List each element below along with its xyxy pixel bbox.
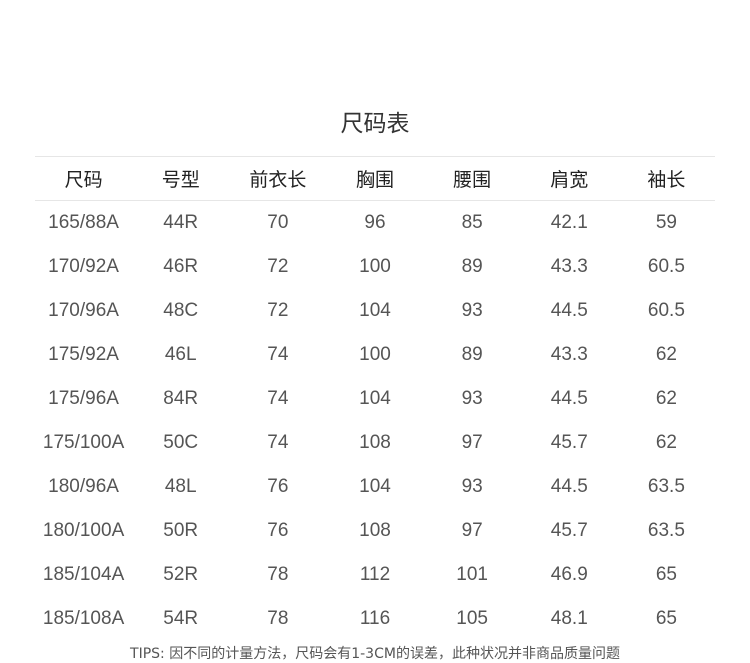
table-cell: 46.9: [550, 564, 588, 585]
table-cell: 185/108A: [42, 608, 125, 629]
table-cell: 48.1: [550, 608, 588, 629]
table-cell: 93: [461, 388, 483, 409]
table-cell: 50R: [163, 520, 199, 541]
column-header: 肩宽: [520, 156, 618, 201]
table-cell: 43.3: [550, 344, 588, 365]
table-cell: 48L: [164, 476, 197, 497]
table-row: 175/92A 46L 74 100 89 43.3 62: [35, 333, 715, 377]
table-row: 170/92A 46R 72 100 89 43.3 60.5: [35, 245, 715, 289]
table-cell: 78: [267, 608, 289, 629]
table-cell: 93: [461, 476, 483, 497]
table-row: 180/100A 50R 76 108 97 45.7 63.5: [35, 509, 715, 553]
table-row: 165/88A 44R 70 96 85 42.1 59: [35, 201, 715, 246]
table-cell: 93: [461, 300, 483, 321]
table-cell: 62: [655, 432, 677, 453]
table-cell: 170/92A: [48, 256, 119, 277]
table-cell: 108: [359, 432, 391, 453]
table-cell: 44R: [163, 212, 199, 233]
table-cell: 180/100A: [42, 520, 125, 541]
table-cell: 89: [461, 256, 483, 277]
table-cell: 180/96A: [48, 476, 119, 497]
table-cell: 104: [359, 388, 391, 409]
table-cell: 63.5: [647, 520, 685, 541]
column-header: 尺码: [35, 156, 133, 201]
table-body: 165/88A 44R 70 96 85 42.1 59 170/92A 46R 72 100 89 4…: [35, 201, 715, 642]
table-cell: 97: [461, 520, 483, 541]
table-cell: 101: [456, 564, 488, 585]
table-row: 175/100A 50C 74 108 97 45.7 62: [35, 421, 715, 465]
table-cell: 96: [364, 212, 386, 233]
table-cell: 100: [359, 256, 391, 277]
table-cell: 65: [655, 608, 677, 629]
table-cell: 74: [267, 432, 289, 453]
table-cell: 54R: [163, 608, 199, 629]
table-cell: 45.7: [550, 520, 588, 541]
table-cell: 175/96A: [48, 388, 119, 409]
table-cell: 112: [359, 564, 391, 585]
size-table: 尺码 号型 前衣长 胸围 腰围 肩宽 袖长 165/88A 44R 70 96 85 42.1 59 17…: [35, 156, 715, 641]
column-header: 胸围: [326, 156, 424, 201]
table-cell: 50C: [163, 432, 199, 453]
table-cell: 70: [267, 212, 289, 233]
table-cell: 43.3: [550, 256, 588, 277]
table-cell: 45.7: [550, 432, 588, 453]
table-cell: 62: [655, 388, 677, 409]
column-header: 袖长: [617, 156, 715, 201]
table-cell: 85: [461, 212, 483, 233]
table-cell: 100: [359, 344, 391, 365]
table-cell: 44.5: [550, 476, 588, 497]
table-row: 185/104A 52R 78 112 101 46.9 65: [35, 553, 715, 597]
table-cell: 74: [267, 388, 289, 409]
table-cell: 74: [267, 344, 289, 365]
table-cell: 108: [359, 520, 391, 541]
table-cell: 97: [461, 432, 483, 453]
table-cell: 44.5: [550, 388, 588, 409]
table-cell: 60.5: [647, 256, 685, 277]
tips-note: TIPS: 因不同的计量方法，尺码会有1-3CM的误差，此种状况并非商品质量问题: [130, 646, 620, 662]
table-cell: 63.5: [647, 476, 685, 497]
table-cell: 105: [456, 608, 488, 629]
table-row: 185/108A 54R 78 116 105 48.1 65: [35, 597, 715, 641]
table-cell: 52R: [163, 564, 199, 585]
table-cell: 165/88A: [48, 212, 119, 233]
table-cell: 72: [267, 300, 289, 321]
table-cell: 104: [359, 300, 391, 321]
column-header: 腰围: [423, 156, 521, 201]
table-cell: 59: [655, 212, 677, 233]
table-cell: 65: [655, 564, 677, 585]
column-header: 前衣长: [229, 156, 327, 201]
table-cell: 170/96A: [48, 300, 119, 321]
table-cell: 46L: [164, 344, 197, 365]
table-row: 180/96A 48L 76 104 93 44.5 63.5: [35, 465, 715, 509]
table-cell: 175/100A: [42, 432, 125, 453]
table-cell: 60.5: [647, 300, 685, 321]
table-cell: 116: [359, 608, 391, 629]
table-cell: 72: [267, 256, 289, 277]
table-cell: 89: [461, 344, 483, 365]
table-cell: 104: [359, 476, 391, 497]
table-cell: 46R: [163, 256, 199, 277]
table-cell: 48C: [163, 300, 199, 321]
table-cell: 62: [655, 344, 677, 365]
page-title: 尺码表: [340, 111, 410, 137]
table-cell: 76: [267, 520, 289, 541]
table-cell: 78: [267, 564, 289, 585]
table-cell: 185/104A: [42, 564, 125, 585]
table-cell: 76: [267, 476, 289, 497]
table-cell: 84R: [163, 388, 199, 409]
table-row: 170/96A 48C 72 104 93 44.5 60.5: [35, 289, 715, 333]
table-header-row: 尺码 号型 前衣长 胸围 腰围 肩宽 袖长: [35, 156, 715, 201]
table-cell: 44.5: [550, 300, 588, 321]
table-cell: 42.1: [550, 212, 588, 233]
table-cell: 175/92A: [48, 344, 119, 365]
column-header: 号型: [132, 156, 230, 201]
table-row: 175/96A 84R 74 104 93 44.5 62: [35, 377, 715, 421]
